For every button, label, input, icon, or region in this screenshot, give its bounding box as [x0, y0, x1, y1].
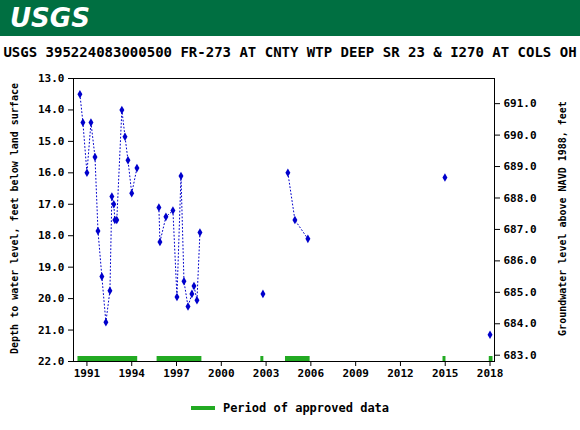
- svg-text:21.0: 21.0: [38, 324, 65, 337]
- html-text:USGS: USGS: [10, 3, 90, 33]
- svg-text:2009: 2009: [342, 367, 369, 380]
- svg-text:1997: 1997: [163, 367, 190, 380]
- svg-text:686.0: 686.0: [504, 254, 537, 267]
- svg-text:687.0: 687.0: [504, 223, 537, 236]
- svg-text:2018: 2018: [477, 367, 504, 380]
- svg-text:15.0: 15.0: [38, 135, 65, 148]
- html-text:Groundwater level above NAVD 1: Groundwater level above NAVD 1988, feet: [556, 100, 568, 336]
- svg-text:688.0: 688.0: [504, 192, 537, 205]
- svg-text:691.0: 691.0: [504, 97, 537, 110]
- svg-text:19.0: 19.0: [38, 261, 65, 274]
- svg-text:689.0: 689.0: [504, 160, 537, 173]
- svg-text:14.0: 14.0: [38, 103, 65, 116]
- svg-text:16.0: 16.0: [38, 166, 65, 179]
- svg-text:2015: 2015: [432, 367, 459, 380]
- svg-text:2003: 2003: [253, 367, 280, 380]
- svg-text:690.0: 690.0: [504, 129, 537, 142]
- svg-text:20.0: 20.0: [38, 292, 65, 305]
- svg-text:2000: 2000: [208, 367, 235, 380]
- svg-text:684.0: 684.0: [504, 317, 537, 330]
- svg-text:22.0: 22.0: [38, 355, 65, 368]
- html-text:Period of approved data: Period of approved data: [222, 401, 390, 415]
- svg-text:1994: 1994: [118, 367, 145, 380]
- svg-text:1991: 1991: [74, 367, 101, 380]
- svg-text:683.0: 683.0: [504, 349, 537, 362]
- svg-text:13.0: 13.0: [38, 72, 65, 85]
- svg-text:685.0: 685.0: [504, 286, 537, 299]
- svg-text:2012: 2012: [387, 367, 414, 380]
- svg-text:2006: 2006: [298, 367, 325, 380]
- html-text:USGS 395224083000500 FR-273 AT: USGS 395224083000500 FR-273 AT CNTY WTP …: [3, 44, 577, 60]
- svg-text:18.0: 18.0: [38, 229, 65, 242]
- html-text:Depth to water level, feet bel: Depth to water level, feet below land su…: [8, 82, 20, 354]
- svg-text:17.0: 17.0: [38, 198, 65, 211]
